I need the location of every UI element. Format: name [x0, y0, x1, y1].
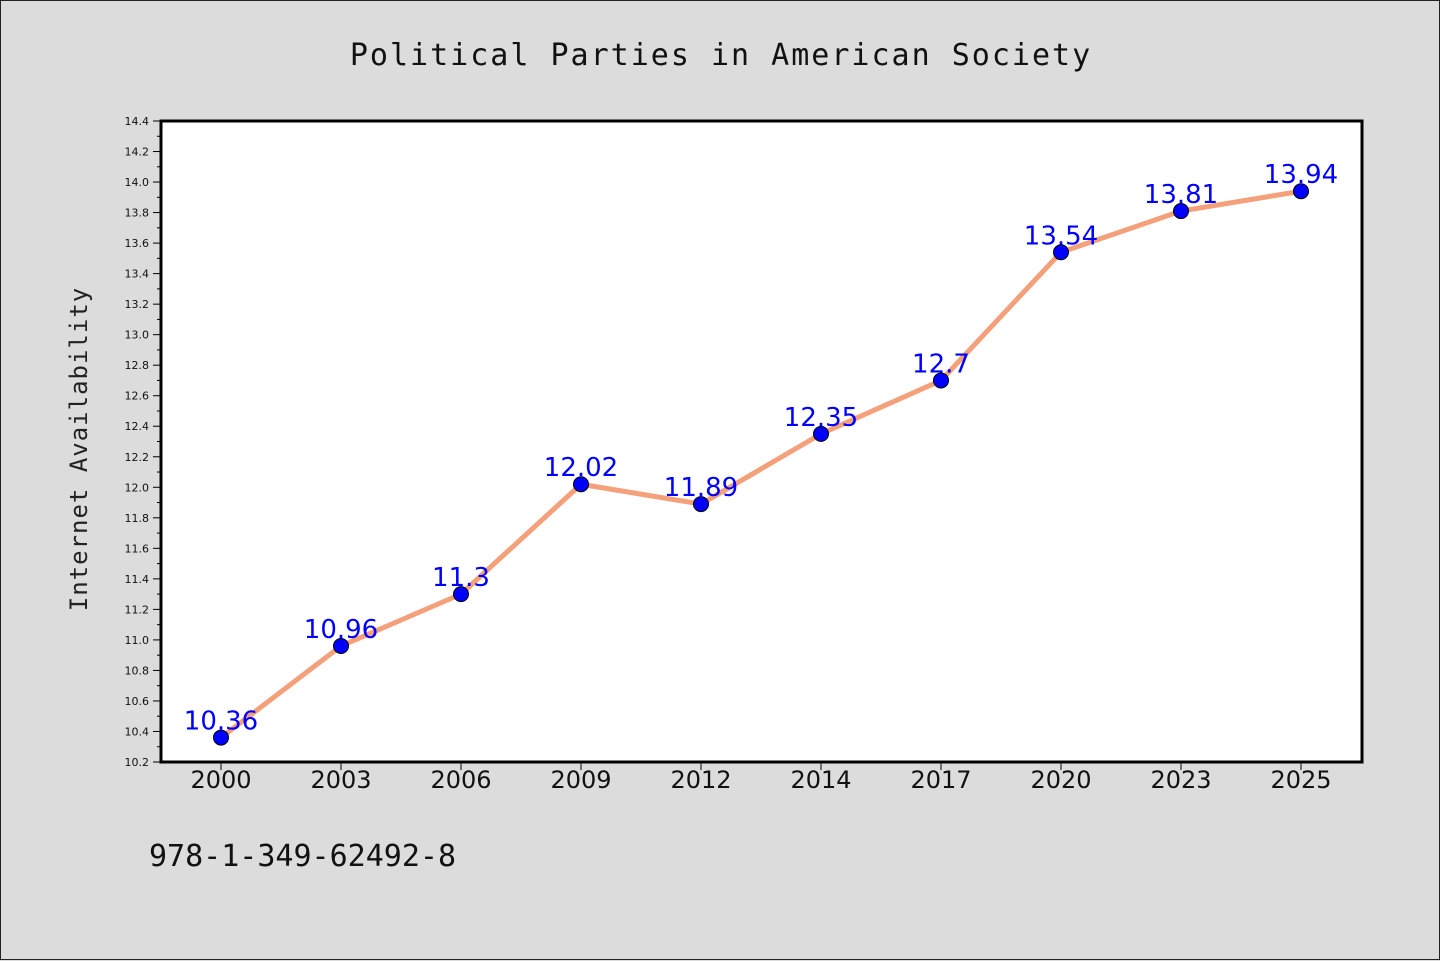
data-point — [213, 729, 229, 746]
data-label: 13.94 — [1264, 160, 1338, 190]
data-point — [1173, 203, 1189, 220]
y-tick-label: 12.0 — [125, 481, 150, 494]
y-tick-label: 10.4 — [125, 725, 150, 738]
data-point — [1053, 244, 1069, 261]
data-point — [933, 372, 949, 389]
data-label: 11.3 — [432, 563, 490, 593]
x-tick-label: 2000 — [190, 766, 251, 794]
y-tick-label: 10.2 — [125, 756, 150, 769]
data-label: 11.89 — [664, 473, 738, 503]
y-tick-label: 11.2 — [125, 603, 150, 616]
y-tick-label: 11.8 — [125, 512, 150, 525]
data-label: 13.81 — [1144, 180, 1218, 210]
x-axis-ticks: 2000 2003 2006 2009 2012 2014 2017 2020 2023 2025 — [190, 762, 1332, 794]
y-tick-label: 11.0 — [125, 634, 150, 647]
series-group — [213, 183, 1309, 746]
x-tick-label: 2014 — [790, 766, 851, 794]
data-point — [813, 425, 829, 442]
x-tick-label: 2020 — [1030, 766, 1091, 794]
y-tick-label: 11.6 — [125, 542, 150, 555]
data-label: 12.02 — [544, 453, 618, 483]
y-axis-label: Internet Availability — [65, 287, 93, 611]
y-tick-label: 12.8 — [125, 359, 150, 372]
data-labels-group: 10.36 10.96 11.3 12.02 11.89 12.35 12.7 13.54 13… — [184, 160, 1338, 736]
y-tick-label: 13.6 — [125, 237, 150, 250]
footer-isbn: 978-1-349-62492-8 — [149, 839, 456, 874]
data-label: 10.96 — [304, 615, 378, 645]
data-label: 12.7 — [912, 349, 970, 379]
y-tick-label: 10.8 — [125, 664, 150, 677]
y-tick-label: 13.4 — [125, 268, 150, 281]
data-point — [573, 476, 589, 493]
plot-area — [159, 119, 1364, 764]
y-tick-label: 14.4 — [125, 115, 150, 128]
x-tick-label: 2006 — [430, 766, 491, 794]
x-tick-label: 2012 — [670, 766, 731, 794]
y-tick-label: 14.2 — [125, 146, 150, 159]
x-tick-label: 2009 — [550, 766, 611, 794]
x-tick-label: 2023 — [1150, 766, 1211, 794]
data-label: 13.54 — [1024, 221, 1098, 251]
data-point — [693, 496, 709, 513]
y-tick-label: 14.0 — [125, 176, 150, 189]
y-tick-label: 12.2 — [125, 451, 150, 464]
y-tick-label: 13.0 — [125, 329, 150, 342]
data-label: 12.35 — [784, 403, 858, 433]
data-point — [333, 638, 349, 655]
x-tick-label: 2025 — [1270, 766, 1331, 794]
y-tick-label: 13.8 — [125, 207, 150, 220]
y-tick-label: 12.6 — [125, 390, 150, 403]
x-tick-label: 2003 — [310, 766, 371, 794]
series-line — [218, 188, 1304, 741]
data-point — [1293, 183, 1309, 200]
chart-title: Political Parties in American Society — [350, 38, 1092, 73]
y-tick-label: 10.6 — [125, 695, 150, 708]
x-tick-label: 2017 — [910, 766, 971, 794]
y-axis-ticks: 10.2 10.4 10.6 10.8 11.0 11.2 11.4 11.6 11.8 12.0… — [125, 115, 161, 769]
data-point — [453, 586, 469, 603]
y-tick-label: 12.4 — [125, 420, 150, 433]
data-label: 10.36 — [184, 707, 258, 737]
y-tick-label: 13.2 — [125, 298, 150, 311]
y-tick-label: 11.4 — [125, 573, 150, 586]
